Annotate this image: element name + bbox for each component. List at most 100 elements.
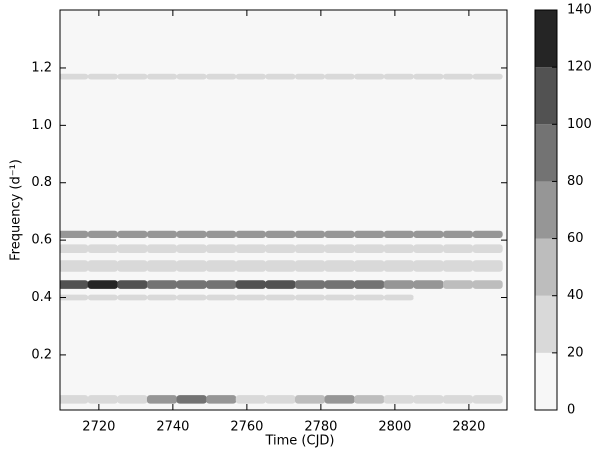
cell	[472, 244, 503, 254]
colorbar-tick-label: 60	[567, 231, 584, 246]
x-tick-label: 2740	[156, 420, 189, 435]
cell	[87, 73, 118, 80]
plot-frame	[59, 9, 508, 411]
cell	[117, 294, 148, 301]
cell	[117, 73, 148, 80]
colorbar-tick-label: 140	[567, 3, 592, 18]
cell	[413, 395, 444, 404]
cell	[354, 73, 385, 80]
cell	[324, 280, 355, 289]
colorbar-tick-label: 100	[567, 117, 592, 132]
cell	[472, 294, 503, 301]
cell	[442, 230, 474, 238]
cell	[60, 260, 89, 272]
cell	[354, 230, 385, 238]
cell	[117, 395, 148, 404]
cell	[60, 230, 89, 238]
x-tick-label: 2820	[452, 420, 485, 435]
cell	[60, 73, 89, 80]
cell	[146, 280, 178, 289]
colorbar-tick-label: 0	[567, 403, 575, 418]
cell	[383, 294, 414, 301]
x-tick-label: 2720	[82, 420, 115, 435]
cell	[354, 395, 385, 404]
y-tick-label: 0.4	[31, 290, 52, 305]
cell	[235, 73, 266, 80]
cell	[235, 280, 266, 289]
y-tick-label: 0.8	[31, 175, 52, 190]
cell	[294, 230, 326, 238]
colorbar-segment	[535, 181, 557, 239]
cell	[235, 395, 266, 404]
cell	[265, 280, 296, 289]
cell	[442, 260, 474, 272]
cell	[87, 294, 118, 301]
colorbar-tick-label: 120	[567, 60, 592, 75]
x-tick-label: 2780	[304, 420, 337, 435]
cell	[235, 294, 266, 301]
cell	[146, 294, 178, 301]
cell	[60, 244, 89, 254]
cell	[265, 260, 296, 272]
cell	[413, 244, 444, 254]
cell	[60, 280, 89, 289]
cell	[324, 230, 355, 238]
cell	[206, 260, 237, 272]
cell	[472, 395, 503, 404]
cell	[294, 260, 326, 272]
cell	[176, 244, 207, 254]
cell	[87, 244, 118, 254]
cell	[117, 244, 148, 254]
cell	[294, 244, 326, 254]
y-tick-label: 0.6	[31, 233, 52, 248]
cell	[176, 73, 207, 80]
cell	[146, 230, 178, 238]
cell	[117, 260, 148, 272]
cell	[383, 395, 414, 404]
cell	[472, 260, 503, 272]
cell	[265, 73, 296, 80]
cell	[176, 230, 207, 238]
x-tick-label: 2800	[378, 420, 411, 435]
cell	[413, 294, 444, 301]
colorbar-tick-label: 40	[567, 288, 584, 303]
cell	[383, 244, 414, 254]
cell	[324, 73, 355, 80]
cell	[324, 260, 355, 272]
cell	[235, 260, 266, 272]
cell	[176, 395, 207, 404]
colorbar-segment	[535, 10, 557, 68]
cell	[442, 244, 474, 254]
cell	[383, 73, 414, 80]
cell	[235, 230, 266, 238]
cell	[324, 244, 355, 254]
cell	[413, 280, 444, 289]
cell	[235, 244, 266, 254]
colorbar-frame	[534, 9, 558, 411]
colorbar-segment	[535, 295, 557, 353]
cell	[294, 73, 326, 80]
cell	[60, 395, 89, 404]
cell	[60, 294, 89, 301]
cell	[354, 244, 385, 254]
cell	[206, 294, 237, 301]
cell	[176, 280, 207, 289]
cell	[383, 280, 414, 289]
colorbar-segment	[535, 124, 557, 182]
cell	[383, 230, 414, 238]
cell	[354, 260, 385, 272]
cell	[117, 280, 148, 289]
colorbar-segment	[535, 67, 557, 125]
cell	[413, 73, 444, 80]
cell	[265, 294, 296, 301]
cell	[206, 395, 237, 404]
cell	[442, 280, 474, 289]
cell	[206, 73, 237, 80]
cell	[87, 230, 118, 238]
y-axis-label: Frequency (d⁻¹)	[9, 159, 24, 261]
colorbar-tick-label: 80	[567, 174, 584, 189]
plot-background	[60, 10, 507, 410]
y-tick-label: 0.2	[31, 347, 52, 362]
field	[60, 73, 503, 404]
